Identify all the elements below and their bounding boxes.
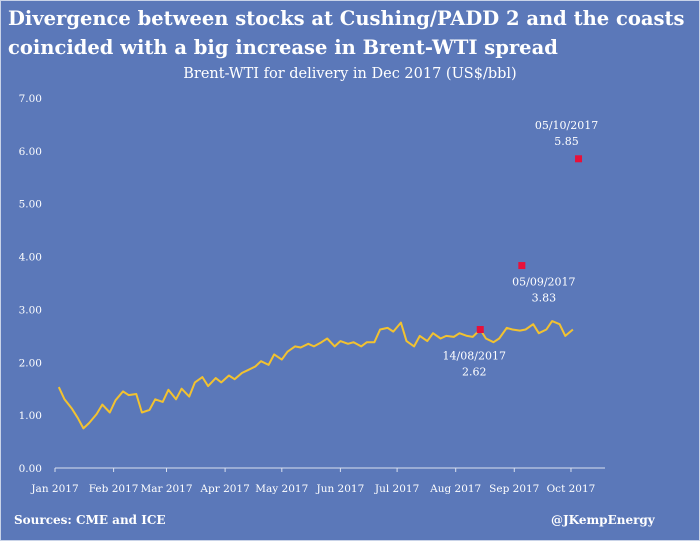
y-tick-label: 1.00 <box>19 410 42 422</box>
headline-line-2: coincided with a big increase in Brent-W… <box>8 36 558 59</box>
author-credit: @JKempEnergy <box>551 513 655 527</box>
y-tick-label: 6.00 <box>19 146 42 158</box>
x-tick-label: Aug 2017 <box>429 483 481 495</box>
annotation-date: 14/08/2017 <box>443 350 506 363</box>
x-tick-label: Apr 2017 <box>199 483 249 495</box>
x-tick-label: Jun 2017 <box>315 483 364 495</box>
chart-headline: Divergence between stocks at Cushing/PAD… <box>8 4 698 62</box>
source-note: Sources: CME and ICE <box>14 513 166 527</box>
annotation-value: 2.62 <box>462 366 487 379</box>
headline-line-1: Divergence between stocks at Cushing/PAD… <box>8 7 685 30</box>
y-tick-label: 7.00 <box>19 93 42 105</box>
x-tick-label: Mar 2017 <box>140 483 192 495</box>
x-tick-label: Jan 2017 <box>30 483 78 495</box>
annotation-date: 05/09/2017 <box>512 276 575 289</box>
x-tick-label: Sep 2017 <box>489 483 539 495</box>
x-tick-label: Jul 2017 <box>374 483 419 495</box>
annotation-value: 5.85 <box>554 135 579 148</box>
annotation-marker <box>476 326 484 334</box>
chart-title: Brent-WTI for delivery in Dec 2017 (US$/… <box>183 66 517 82</box>
y-tick-label: 0.00 <box>19 463 42 475</box>
x-tick-label: Oct 2017 <box>547 483 596 495</box>
annotation-marker <box>518 262 526 270</box>
y-tick-label: 2.00 <box>19 357 42 369</box>
spread-series-line <box>57 320 574 430</box>
x-tick-label: May 2017 <box>255 483 308 495</box>
annotation-marker <box>575 155 583 163</box>
y-tick-label: 5.00 <box>19 199 42 211</box>
annotation-value: 3.83 <box>532 292 557 305</box>
x-tick-label: Feb 2017 <box>89 483 139 495</box>
annotation-date: 05/10/2017 <box>535 119 598 132</box>
y-tick-label: 4.00 <box>19 252 42 264</box>
y-tick-label: 3.00 <box>19 304 42 316</box>
